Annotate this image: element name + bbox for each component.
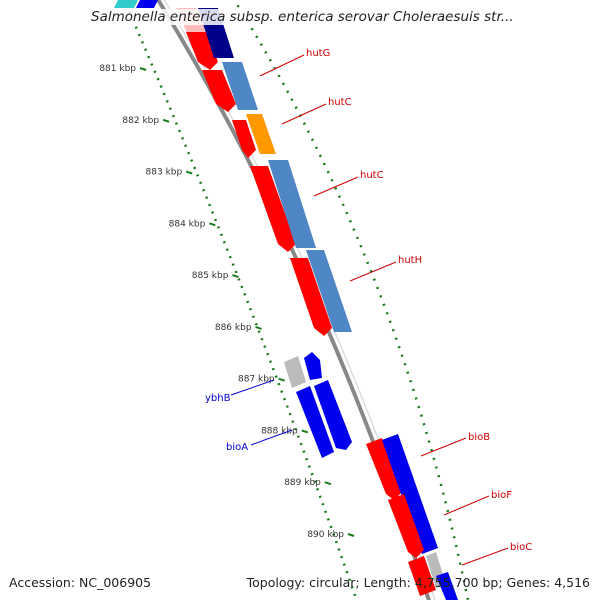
tick-mark	[324, 481, 332, 486]
gene-label-leader	[259, 54, 305, 77]
gene-feature	[246, 114, 276, 154]
gene-feature	[306, 250, 352, 332]
tick-mark	[209, 222, 216, 227]
gene-label: hutC	[360, 170, 384, 181]
gene-label: bioA	[226, 442, 248, 453]
tick-mark	[185, 170, 193, 175]
tick-label: 887 kbp	[238, 375, 275, 385]
gene-label-leader	[443, 495, 490, 516]
tick-label: 886 kbp	[215, 323, 252, 333]
gene-feature	[366, 438, 402, 500]
gene-label: ybhB	[205, 393, 231, 404]
tick-label: 889 kbp	[284, 478, 321, 488]
gene-feature	[114, 0, 138, 8]
gene-label-leader	[420, 437, 467, 457]
tick-mark	[139, 67, 147, 71]
tick-label: 890 kbp	[307, 530, 344, 540]
gene-feature	[388, 494, 424, 558]
gene-label-leaders	[230, 54, 509, 566]
gc-dotted-track-right	[232, 0, 470, 600]
gene-feature	[408, 556, 436, 596]
gc-dotted-track-left	[122, 0, 358, 600]
tick-label: 881 kbp	[99, 64, 136, 74]
gene-labels: hutG hutC hutC hutH ybhB bioA bioB bioF …	[205, 48, 532, 553]
tick-mark	[162, 118, 170, 123]
gene-feature	[136, 0, 158, 8]
tick-mark	[232, 274, 239, 279]
gene-label-leader	[281, 103, 327, 125]
gene-label: bioC	[510, 542, 532, 553]
gene-label: hutC	[328, 97, 352, 108]
map-title: Salmonella enterica subsp. enterica sero…	[88, 9, 517, 25]
gene-feature	[250, 166, 296, 252]
gene-label-leader	[349, 261, 397, 282]
tick-label: 888 kbp	[261, 426, 298, 436]
gene-label-leader	[230, 379, 275, 396]
gene-feature	[382, 434, 438, 554]
gene-feature	[304, 352, 322, 380]
gene-label: bioB	[468, 432, 490, 443]
gene-feature	[290, 258, 332, 336]
gene-feature	[296, 386, 334, 458]
gene-feature	[268, 160, 316, 248]
gene-label-leader	[461, 547, 509, 566]
gene-feature	[314, 380, 352, 450]
tick-mark	[301, 429, 309, 434]
tick-labels: 881 kbp 882 kbp 883 kbp 884 kbp 885 kbp 886 k…	[99, 64, 344, 540]
gene-feature	[186, 32, 218, 70]
tick-label: 884 kbp	[169, 219, 206, 229]
tick-mark	[255, 325, 262, 330]
tick-label: 883 kbp	[146, 168, 183, 178]
tick-label: 885 kbp	[192, 271, 229, 281]
gene-feature	[284, 356, 306, 388]
gene-feature	[436, 572, 458, 600]
tick-marks	[139, 67, 355, 537]
gene-label: bioF	[491, 490, 512, 501]
tick-mark	[347, 533, 355, 537]
genome-backbone	[155, 0, 431, 600]
gene-label: hutH	[398, 255, 422, 266]
gene-feature	[232, 120, 256, 158]
tick-mark	[278, 377, 285, 382]
accession-label: Accession: NC_006905	[9, 575, 152, 590]
gene-features	[114, 0, 458, 600]
gene-feature	[222, 62, 258, 110]
gene-label-leader	[313, 176, 359, 197]
gene-feature	[202, 70, 236, 112]
gene-label-leader	[250, 429, 293, 446]
gene-label: hutG	[306, 48, 330, 59]
genome-summary: Topology: circular; Length: 4,755,700 bp…	[246, 575, 590, 590]
tick-label: 882 kbp	[122, 116, 159, 126]
